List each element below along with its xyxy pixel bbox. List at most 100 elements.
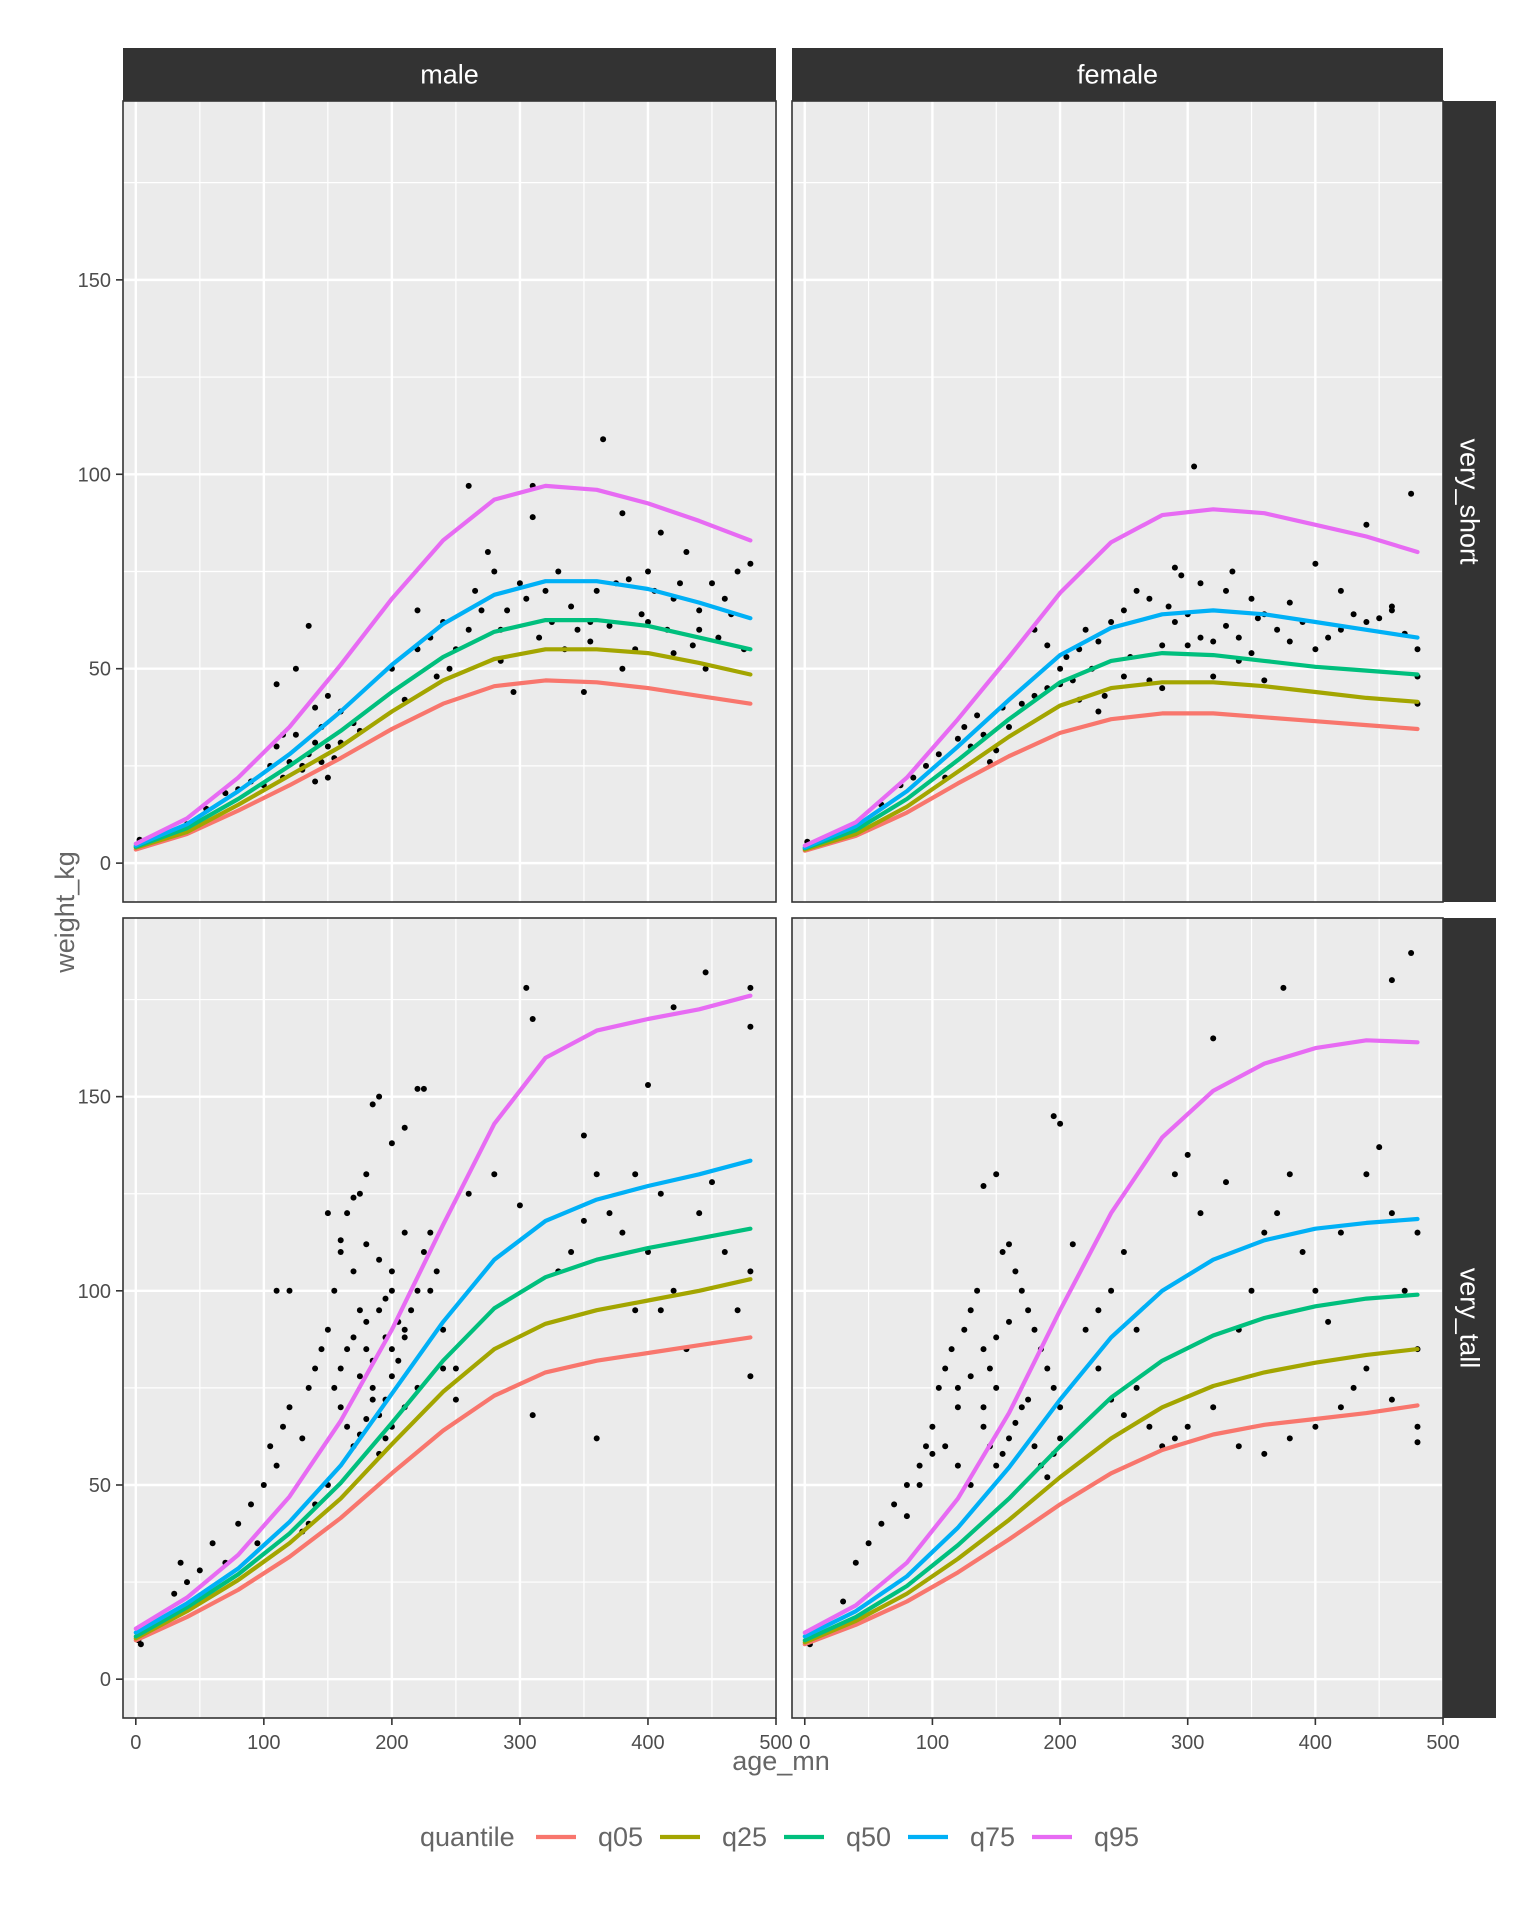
data-point	[408, 1307, 415, 1314]
data-point	[260, 1482, 267, 1488]
data-point	[529, 514, 536, 521]
legend-title: quantile	[420, 1822, 515, 1852]
data-point	[465, 482, 472, 489]
data-point	[324, 743, 331, 750]
data-point	[1101, 692, 1108, 699]
data-point	[1006, 724, 1012, 730]
data-point	[1191, 463, 1198, 470]
curve-q25	[133, 1277, 753, 1641]
curve-q95	[133, 993, 753, 1631]
data-point	[593, 1171, 600, 1178]
y-tick-label: 150	[78, 1087, 111, 1109]
strip-label-very_tall: very_tall	[1455, 1268, 1485, 1369]
data-point	[273, 681, 280, 688]
data-point	[465, 626, 472, 633]
data-point	[420, 1085, 427, 1092]
data-point	[414, 1085, 421, 1092]
data-point	[292, 665, 299, 672]
data-point	[305, 622, 312, 629]
data-point	[702, 665, 709, 672]
data-point	[593, 1435, 600, 1442]
data-point	[1248, 650, 1255, 657]
data-point	[1171, 619, 1178, 625]
data-point	[337, 1249, 344, 1255]
data-point	[318, 1346, 325, 1353]
data-point	[324, 692, 331, 699]
y-tick-label: 150	[78, 270, 111, 292]
x-tick-label: 500	[759, 1732, 792, 1754]
data-point	[1197, 580, 1204, 587]
data-point	[273, 1462, 280, 1469]
data-point	[196, 1567, 203, 1574]
data-point	[312, 704, 319, 711]
data-point	[709, 580, 715, 587]
data-point	[1286, 1171, 1293, 1178]
data-point	[1025, 1396, 1032, 1403]
curve-q95	[133, 483, 753, 846]
data-point	[478, 607, 485, 614]
data-point	[606, 622, 613, 629]
data-point	[324, 1326, 331, 1333]
data-point	[721, 595, 728, 602]
data-point	[356, 1307, 363, 1314]
data-point	[929, 1423, 936, 1430]
data-point	[923, 762, 929, 769]
data-point	[248, 1501, 254, 1508]
data-point	[574, 626, 581, 633]
data-point	[670, 650, 677, 657]
data-point	[1363, 1171, 1370, 1178]
data-point	[1312, 1423, 1319, 1430]
data-point	[657, 1307, 664, 1314]
data-point	[587, 638, 594, 645]
panel-border	[122, 917, 777, 1719]
data-point	[254, 1540, 261, 1547]
data-point	[1184, 1151, 1191, 1158]
data-point	[452, 1365, 459, 1372]
data-point	[1388, 977, 1395, 984]
data-point	[1006, 1241, 1012, 1248]
data-point	[954, 1404, 961, 1411]
data-point	[1095, 638, 1102, 645]
data-point	[286, 1404, 293, 1411]
data-point	[504, 607, 511, 614]
data-point	[974, 1287, 981, 1294]
data-point	[747, 1373, 754, 1380]
legend-label-q25: q25	[722, 1822, 767, 1852]
data-point	[606, 1210, 613, 1217]
data-point	[376, 1256, 383, 1263]
data-point	[1050, 1113, 1057, 1120]
data-point	[337, 1237, 344, 1244]
data-point	[177, 1559, 184, 1566]
curve-q50	[802, 651, 1420, 851]
panel-male-very_tall: 0 50 100 150 0 100 200 300 400 500	[78, 917, 793, 1754]
data-point	[1171, 1435, 1178, 1442]
data-point	[619, 1229, 626, 1236]
data-point	[382, 1435, 389, 1442]
data-point	[923, 1443, 929, 1450]
curve-q75	[802, 608, 1420, 850]
data-point	[1108, 619, 1115, 625]
data-point	[388, 1346, 395, 1353]
data-point	[363, 1346, 370, 1353]
data-point	[980, 1404, 987, 1411]
x-tick-label: 500	[1426, 1732, 1459, 1754]
data-point	[369, 1384, 376, 1391]
data-point	[593, 587, 600, 594]
x-tick-label: 400	[631, 1732, 664, 1754]
data-point	[516, 1202, 523, 1209]
data-point	[344, 1210, 351, 1217]
data-point	[1184, 642, 1191, 649]
panels-layer: male 0 50 100 150 female very_short 0 50 100 150 0 1…	[78, 48, 1496, 1754]
data-point	[465, 1190, 472, 1197]
data-point	[267, 1443, 274, 1450]
data-point	[1388, 1396, 1395, 1403]
data-point	[1274, 626, 1281, 633]
data-point	[677, 580, 683, 587]
data-point	[1408, 490, 1415, 497]
data-point	[1095, 1365, 1102, 1372]
data-point	[1337, 626, 1344, 633]
data-point	[299, 1435, 306, 1442]
data-point	[1120, 1412, 1127, 1419]
data-point	[363, 1241, 370, 1248]
panel-male-very_short: male 0 50 100 150	[78, 48, 778, 903]
